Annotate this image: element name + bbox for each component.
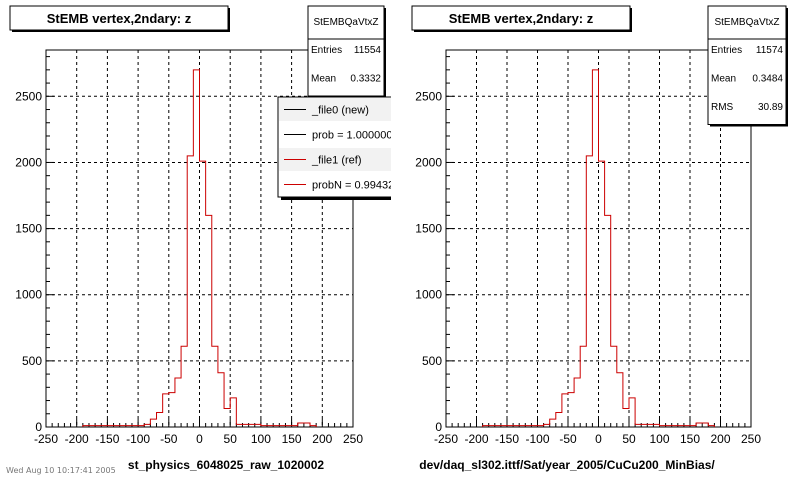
stats-label: Entries: [711, 45, 742, 56]
x-tick-label: -200: [464, 432, 488, 446]
x-tick-label: 150: [680, 432, 700, 446]
stats-value: 11574: [756, 45, 784, 56]
x-tick-label: 250: [741, 432, 761, 446]
x-tick-label: -100: [525, 432, 549, 446]
x-tick-label: -50: [160, 432, 178, 446]
y-tick-label: 2500: [415, 89, 442, 103]
chart-title: StEMB vertex,2ndary: z: [449, 11, 594, 26]
x-tick-label: -50: [559, 432, 577, 446]
legend-label: probN = 0.994325: [312, 180, 400, 192]
histogram-series: [482, 69, 715, 427]
timestamp-footer: Wed Aug 10 10:17:41 2005: [6, 466, 116, 475]
y-tick-label: 0: [35, 420, 42, 434]
stats-box-group: StEMBQaVtxZ Entries 11574 Mean 0.3484 RMS 30.8…: [707, 5, 788, 127]
title-box: [9, 5, 229, 31]
stats-value: 0.3332: [350, 74, 381, 85]
legend: _file0 (new) prob = 1.000000 _file1 (ref) p…: [277, 96, 400, 200]
x-tick-label: -200: [65, 432, 89, 446]
stats-label: Entries: [311, 45, 342, 56]
title-box: [411, 5, 631, 31]
stats-label: RMS: [711, 102, 734, 113]
x-tick-label: 100: [649, 432, 669, 446]
x-tick-label: 50: [224, 432, 238, 446]
y-tick-label: 0: [435, 420, 442, 434]
legend-label: _file1 (ref): [311, 155, 362, 167]
x-axis-title: dev/daq_sl302.ittf/Sat/year_2005/CuCu200…: [419, 458, 715, 472]
stats-box: [307, 5, 385, 97]
x-tick-label: -150: [495, 432, 519, 446]
x-tick-label: -250: [34, 432, 58, 446]
x-tick-label: 200: [312, 432, 332, 446]
stats-value: 11554: [354, 45, 382, 56]
stats-name: StEMBQaVtxZ: [313, 17, 378, 28]
chart-panel-2: -250 -200 -150 -100 -50 0 50 100 150 200 250050010…: [411, 5, 788, 472]
stats-label: Mean: [311, 74, 336, 85]
y-tick-label: 500: [22, 354, 42, 368]
stats-box: [707, 5, 787, 125]
x-tick-label: 200: [710, 432, 730, 446]
x-axis-title: st_physics_6048025_raw_1020002: [128, 458, 324, 472]
y-tick-label: 1000: [415, 288, 442, 302]
legend-row-bg: [279, 98, 391, 121]
y-tick-label: 1000: [15, 288, 42, 302]
stats-label: Mean: [711, 74, 736, 85]
x-tick-label: -100: [126, 432, 150, 446]
histogram-series: [82, 69, 317, 427]
stats-value: 0.3484: [752, 74, 783, 85]
y-tick-label: 2000: [15, 155, 42, 169]
x-tick-label: 100: [251, 432, 271, 446]
x-tick-label: 250: [343, 432, 363, 446]
x-tick-label: -150: [95, 432, 119, 446]
x-tick-label: 0: [196, 432, 203, 446]
y-tick-label: 2000: [415, 155, 442, 169]
y-tick-label: 500: [422, 354, 442, 368]
x-tick-label: 50: [622, 432, 636, 446]
x-tick-label: -250: [434, 432, 458, 446]
y-tick-label: 2500: [15, 89, 42, 103]
stats-name: StEMBQaVtxZ: [714, 17, 779, 28]
y-tick-label: 1500: [15, 222, 42, 236]
x-tick-label: 150: [282, 432, 302, 446]
stats-value: 30.89: [758, 102, 783, 113]
stats-box-group: StEMBQaVtxZ Entries 11554 Mean 0.3332: [307, 5, 386, 98]
y-tick-label: 1500: [415, 222, 442, 236]
legend-label: prob = 1.000000: [312, 130, 392, 142]
x-tick-label: 0: [595, 432, 602, 446]
legend-row-bg: [279, 148, 391, 171]
chart-title: StEMB vertex,2ndary: z: [47, 11, 192, 26]
chart-panel-1: -250 -200 -150 -100 -50 0 50 100 150 200 250050010…: [9, 5, 400, 472]
legend-label: _file0 (new): [311, 105, 369, 117]
